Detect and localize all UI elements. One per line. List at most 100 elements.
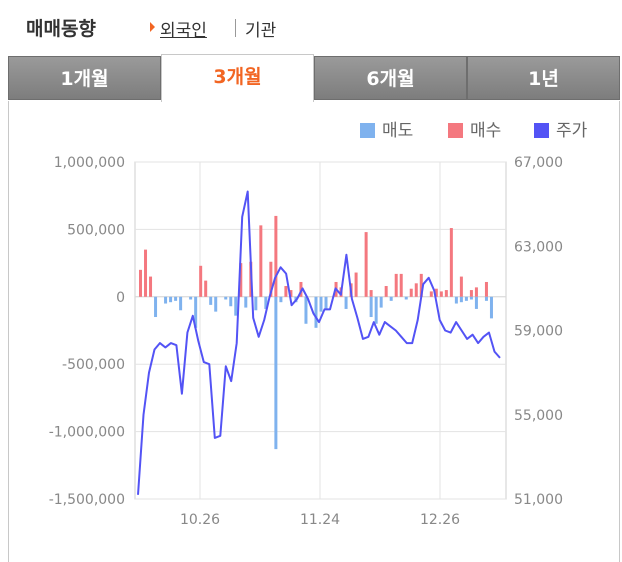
buy-bars	[139, 215, 488, 297]
buy-bar	[474, 287, 478, 297]
buy-bar	[419, 273, 423, 297]
divider	[235, 19, 236, 37]
sell-bars	[154, 296, 493, 450]
legend-item-sell: 매도	[360, 116, 413, 141]
buy-bar	[449, 228, 453, 297]
buy-bar	[369, 290, 373, 297]
buy-bar	[364, 232, 368, 297]
y-right-tick-label: 55,000	[514, 408, 563, 424]
x-tick-label: 12.26	[420, 512, 460, 528]
buy-bar	[409, 288, 413, 297]
sell-bar	[489, 296, 493, 319]
y-right-tick-label: 51,000	[514, 492, 563, 508]
buy-bar	[384, 286, 388, 297]
chart-legend: 매도 매수 주가	[360, 116, 610, 141]
buy-bar	[429, 291, 433, 297]
sell-bar	[304, 296, 308, 324]
x-tick-label: 11.24	[300, 512, 340, 528]
sell-bar	[234, 296, 238, 316]
sell-bar	[484, 296, 488, 301]
sell-bar	[454, 296, 458, 304]
sell-bar	[464, 296, 468, 301]
legend-label-buy: 매수	[470, 121, 502, 141]
sell-bar	[164, 296, 168, 304]
sell-bar	[469, 296, 473, 300]
y-left-tick-label: 1,000,000	[54, 155, 125, 171]
buy-bar	[259, 225, 263, 297]
buy-bar	[399, 273, 403, 297]
sell-bar	[189, 296, 193, 300]
sell-bar	[224, 296, 228, 300]
tab-1-month[interactable]: 1개월	[8, 56, 161, 100]
y-right-tick-label: 63,000	[514, 239, 563, 255]
sell-bar	[344, 296, 348, 309]
sell-bar	[254, 296, 258, 311]
sell-bar	[274, 296, 278, 450]
buy-bar	[144, 249, 148, 297]
buy-bar	[269, 261, 273, 297]
legend-swatch-price	[534, 123, 549, 138]
sell-bar	[319, 296, 323, 312]
y-left-tick-label: -1,000,000	[49, 425, 125, 441]
y-left-tick-label: 500,000	[67, 222, 125, 238]
sell-bar	[214, 296, 218, 312]
y-right-tick-label: 59,000	[514, 324, 563, 340]
buy-bar	[284, 286, 288, 297]
buy-bar	[354, 272, 358, 297]
section-title: 매매동향	[26, 18, 96, 40]
axes: 1,000,000 500,000 0 -500,000 -1,000,000 -1,50…	[49, 155, 563, 528]
buy-bar	[394, 273, 398, 297]
grid-lines	[134, 161, 507, 500]
buy-bar	[289, 290, 293, 297]
sell-bar	[324, 296, 328, 309]
buy-bar	[239, 263, 243, 297]
buy-bar	[149, 276, 153, 297]
sell-bar	[404, 296, 408, 300]
sell-bar	[389, 296, 393, 301]
sell-bar	[154, 296, 158, 318]
y-left-tick-label: -500,000	[62, 357, 125, 373]
sell-bar	[194, 296, 198, 328]
foreigner-link[interactable]: 외국인	[160, 21, 207, 41]
buy-bar	[434, 288, 438, 297]
sell-bar	[179, 296, 183, 311]
buy-bar	[414, 283, 418, 297]
sell-bar	[169, 296, 173, 303]
tab-6-months[interactable]: 6개월	[314, 56, 467, 100]
sell-bar	[314, 296, 318, 328]
buy-bar	[459, 276, 463, 297]
sell-bar	[374, 296, 378, 324]
tab-3-months[interactable]: 3개월	[161, 54, 314, 102]
sell-bar	[264, 296, 268, 309]
legend-swatch-buy	[448, 123, 463, 138]
y-right-tick-label: 67,000	[514, 155, 563, 171]
y-left-tick-label: -1,500,000	[49, 492, 125, 508]
sell-bar	[244, 296, 248, 308]
legend-label-price: 주가	[556, 121, 588, 141]
buy-bar	[199, 265, 203, 297]
legend-item-price: 주가	[534, 116, 587, 141]
institution-link[interactable]: 기관	[245, 21, 277, 41]
legend-label-sell: 매도	[382, 121, 414, 141]
price-line	[137, 190, 501, 495]
buy-bar	[139, 269, 143, 297]
period-tabs: 1개월 3개월 6개월 1년	[8, 54, 620, 102]
legend-swatch-sell	[360, 123, 375, 138]
buy-bar	[469, 290, 473, 297]
sell-bar	[379, 296, 383, 308]
buy-bar	[274, 215, 278, 297]
tab-1-year[interactable]: 1년	[467, 56, 620, 100]
sell-bar	[174, 296, 178, 301]
sell-bar	[279, 296, 283, 303]
sell-bar	[229, 296, 233, 307]
buy-bar	[444, 290, 448, 297]
buy-bar	[484, 281, 488, 297]
arrow-right-icon	[150, 22, 155, 32]
buy-bar	[439, 291, 443, 297]
buy-bar	[204, 280, 208, 297]
y-left-tick-label: 0	[116, 290, 125, 306]
x-tick-label: 10.26	[180, 512, 220, 528]
sell-bar	[369, 296, 373, 318]
sell-bar	[459, 296, 463, 303]
